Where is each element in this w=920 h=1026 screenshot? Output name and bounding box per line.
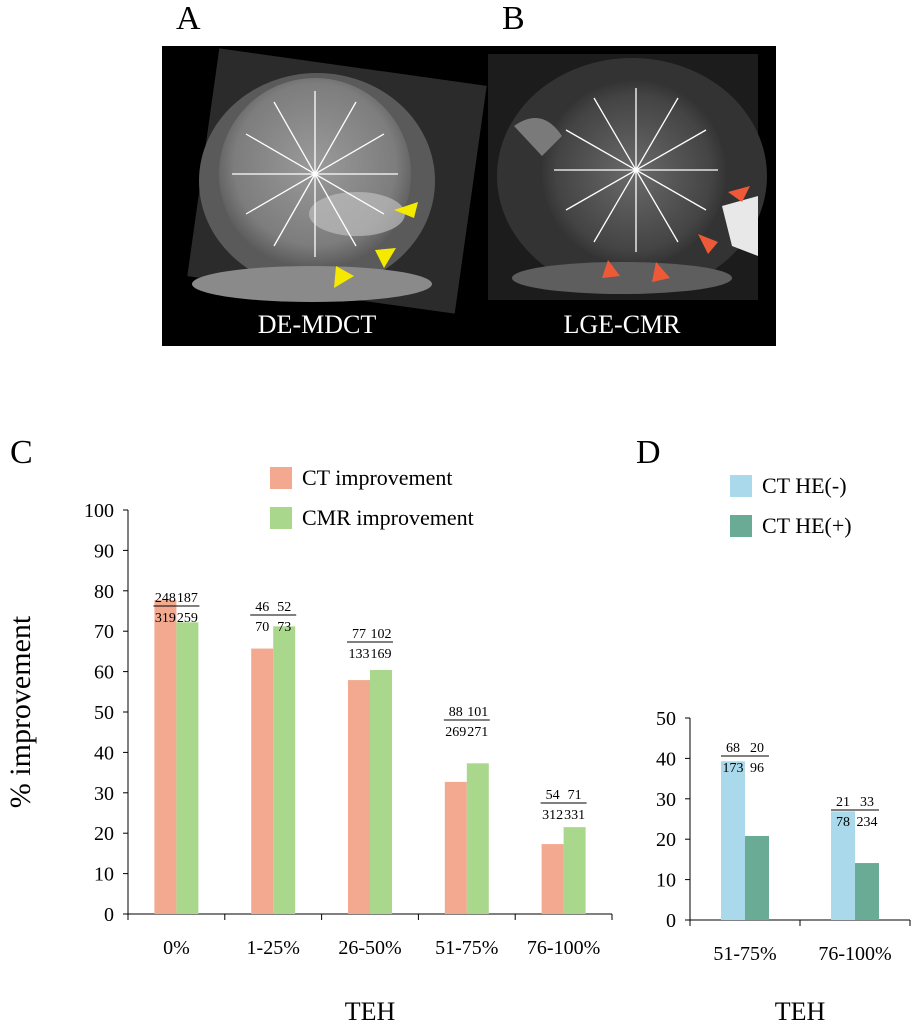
- y-tick-label: 30: [94, 783, 114, 805]
- legend-c: CT improvement CMR improvement: [270, 458, 474, 538]
- y-tick-label: 60: [94, 662, 114, 684]
- x-tick-label: 76-100%: [527, 937, 600, 959]
- data-label-numerator: 52: [277, 600, 291, 615]
- data-label-numerator: 187: [177, 591, 198, 606]
- data-label-numerator: 101: [467, 705, 488, 720]
- panel-label-c: C: [10, 434, 33, 471]
- bar-c-s1-0: [176, 622, 199, 914]
- y-axis-label: % improvement: [4, 615, 37, 808]
- x-tick-label: 1-25%: [247, 937, 300, 959]
- x-axis-label: TEH: [345, 997, 396, 1026]
- arrowhead-marker: [602, 260, 620, 278]
- y-tick-label: 70: [94, 621, 114, 643]
- data-label-numerator: 102: [371, 627, 392, 642]
- data-label-denominator: 312: [542, 808, 563, 823]
- y-tick-label: 80: [94, 581, 114, 603]
- bar-c-s1-1: [273, 626, 296, 914]
- cardiac-images-svg: DE-MDCT LGE-CMR: [187, 48, 767, 339]
- data-label-denominator: 73: [277, 620, 291, 635]
- y-tick-label: 10: [94, 864, 114, 886]
- data-label-denominator: 70: [255, 620, 269, 635]
- y-tick-label: 0: [104, 904, 114, 926]
- y-tick-label: 40: [94, 742, 114, 764]
- lge-cmr-image: [488, 54, 767, 300]
- legend-label-ct: CT improvement: [302, 465, 453, 490]
- arrowhead-marker: [728, 186, 750, 202]
- legend-swatch-he-neg: [730, 475, 752, 497]
- data-label-denominator: 269: [445, 725, 466, 740]
- bar-c-s0-1: [251, 648, 274, 914]
- x-tick-label: 0%: [163, 937, 190, 959]
- legend-item-he-neg: CT HE(-): [730, 466, 852, 506]
- legend-label-he-pos: CT HE(+): [762, 513, 852, 538]
- arrowhead-marker: [698, 234, 718, 254]
- legend-label-cmr: CMR improvement: [302, 505, 474, 530]
- bar-c-s1-4: [563, 827, 586, 914]
- data-label-denominator: 331: [564, 808, 585, 823]
- legend-item-ct: CT improvement: [270, 458, 474, 498]
- data-label-denominator: 169: [371, 647, 392, 662]
- legend-swatch-ct: [270, 467, 292, 489]
- arrowhead-marker: [394, 202, 418, 218]
- legend-label-he-neg: CT HE(-): [762, 473, 847, 498]
- legend-d: CT HE(-) CT HE(+): [730, 466, 852, 546]
- y-tick-label: 50: [94, 702, 114, 724]
- arrowhead-marker: [334, 266, 354, 288]
- panel-label-b: B: [502, 0, 525, 37]
- bar-c-s0-0: [154, 600, 177, 914]
- y-tick-label: 20: [94, 823, 114, 845]
- de-mdct-image: [187, 48, 487, 314]
- image-caption-a: DE-MDCT: [258, 310, 377, 339]
- panel-label-a: A: [176, 0, 201, 37]
- data-label-denominator: 319: [155, 611, 176, 626]
- data-label-numerator: 88: [449, 705, 463, 720]
- bar-c-s0-2: [348, 680, 370, 914]
- arrowhead-marker: [652, 262, 670, 282]
- legend-swatch-cmr: [270, 507, 292, 529]
- bar-c-s1-2: [370, 669, 392, 914]
- bar-c-s0-4: [541, 844, 564, 914]
- data-label-denominator: 271: [467, 725, 488, 740]
- data-label-numerator: 77: [352, 627, 366, 642]
- data-label-denominator: 259: [177, 611, 198, 626]
- data-label-numerator: 54: [546, 788, 560, 803]
- y-tick-label: 100: [84, 500, 114, 522]
- y-tick-label: 90: [94, 540, 114, 562]
- x-tick-label: 26-50%: [338, 937, 401, 959]
- arrowhead-marker: [375, 248, 396, 268]
- legend-swatch-he-pos: [730, 515, 752, 537]
- bar-c-s0-3: [444, 781, 467, 914]
- panel-label-d: D: [636, 434, 661, 471]
- legend-item-cmr: CMR improvement: [270, 498, 474, 538]
- bar-c-s1-3: [466, 763, 489, 914]
- data-label-numerator: 71: [568, 788, 582, 803]
- data-label-denominator: 133: [349, 647, 370, 662]
- cardiac-images-panel: DE-MDCT LGE-CMR: [162, 46, 776, 346]
- data-label-numerator: 248: [155, 591, 176, 606]
- image-caption-b: LGE-CMR: [564, 310, 682, 339]
- data-label-numerator: 46: [255, 600, 269, 615]
- legend-item-he-pos: CT HE(+): [730, 506, 852, 546]
- x-tick-label: 51-75%: [435, 937, 498, 959]
